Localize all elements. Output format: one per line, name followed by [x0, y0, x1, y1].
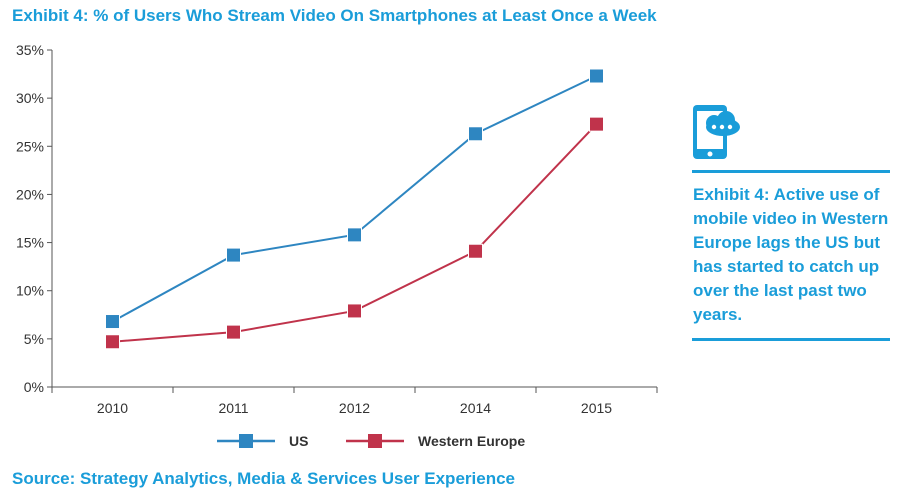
line-chart: 0% 5% 10% 15% 20% 25% 30% 35% 2010 2011 2012 2014 20… [16, 42, 658, 449]
source-note: Source: Strategy Analytics, Media & Serv… [12, 469, 515, 488]
data-point-us [347, 227, 362, 243]
x-tick-label: 2010 [97, 400, 128, 416]
y-tick-label: 30% [16, 90, 44, 106]
y-tick-label: 5% [24, 331, 44, 347]
data-point-us [226, 247, 241, 263]
data-point-western-europe [589, 116, 604, 132]
series-line-us [112, 75, 597, 323]
y-tick-label: 0% [24, 379, 44, 395]
legend-label-western-europe: Western Europe [418, 433, 525, 449]
sidebar-bottom-rule [692, 338, 890, 341]
legend-label-us: US [289, 433, 308, 449]
data-point-us [589, 68, 604, 84]
x-tick-label: 2012 [339, 400, 370, 416]
x-tick-label: 2011 [218, 400, 248, 416]
legend-marker-us [239, 434, 253, 448]
smartphone-cloud-icon [693, 105, 740, 159]
data-point-western-europe [347, 303, 362, 319]
x-tick-label: 2015 [581, 400, 612, 416]
y-tick-label: 20% [16, 186, 44, 202]
chart-title: Exhibit 4: % of Users Who Stream Video O… [12, 6, 657, 25]
y-tick-label: 10% [16, 283, 44, 299]
data-point-western-europe [468, 243, 483, 259]
y-tick-label: 35% [16, 42, 44, 58]
sidebar-top-rule [692, 170, 890, 173]
data-point-us [105, 314, 120, 330]
legend-marker-western-europe [368, 434, 382, 448]
data-point-western-europe [105, 334, 120, 350]
data-point-us [468, 126, 483, 142]
x-tick-label: 2014 [460, 400, 491, 416]
sidebar-caption: Exhibit 4: Active use of mobile video in… [693, 185, 889, 324]
y-tick-label: 15% [16, 235, 44, 251]
data-point-western-europe [226, 324, 241, 340]
y-tick-label: 25% [16, 138, 44, 154]
